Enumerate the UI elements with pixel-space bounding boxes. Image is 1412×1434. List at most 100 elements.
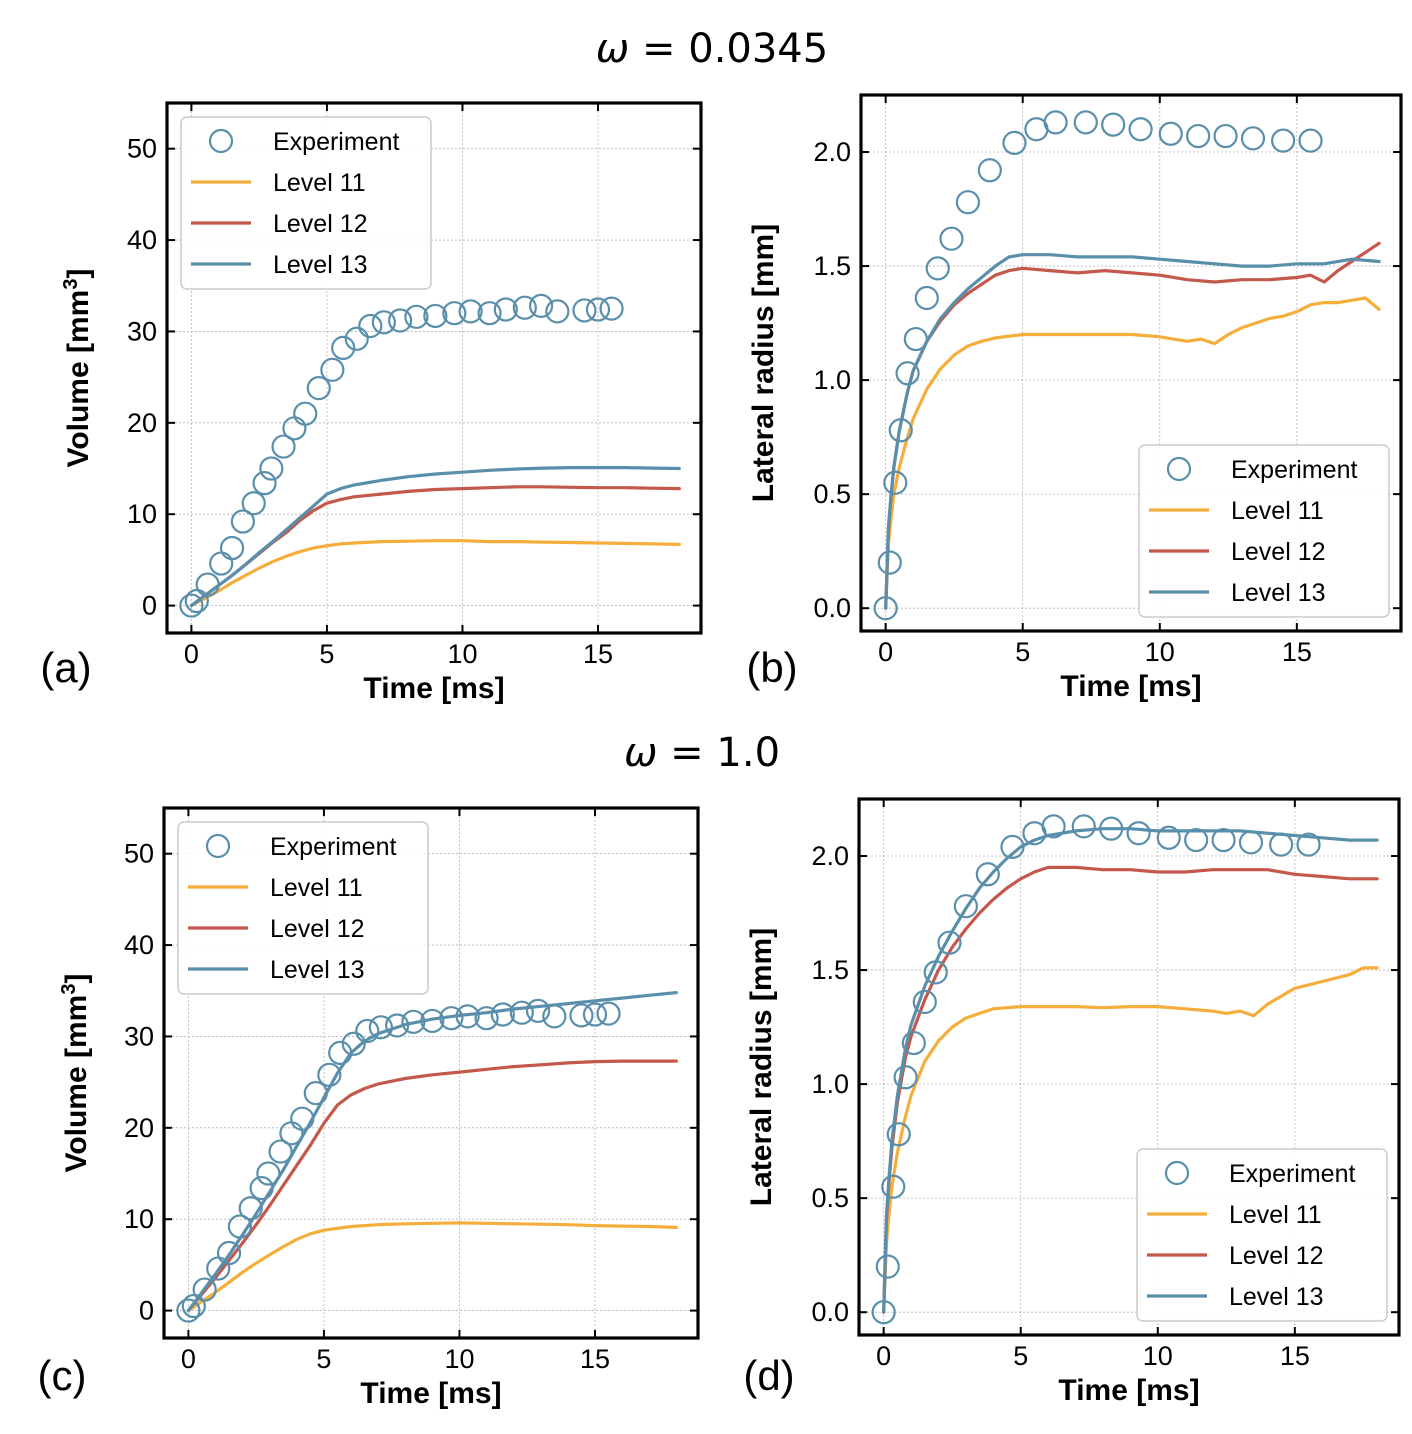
y-axis-label: Lateral radius [mm] <box>747 224 780 502</box>
legend-marker-experiment <box>1166 456 1192 482</box>
legend-label: Level 12 <box>1229 1242 1324 1270</box>
x-tick-label: 0 <box>878 637 893 667</box>
experiment-marker <box>455 1004 480 1029</box>
experiment-marker <box>569 1003 594 1028</box>
y-axis-label-main: Lateral radius [mm] <box>745 928 778 1206</box>
y-tick-label: 0.0 <box>811 1297 849 1327</box>
x-tick-label: 10 <box>1145 637 1175 667</box>
experiment-marker <box>368 1015 393 1040</box>
legend-box <box>177 821 429 995</box>
y-axis-label: Volume [mm3] <box>58 974 93 1173</box>
experiment-marker <box>195 572 220 597</box>
experiment-marker <box>903 326 928 352</box>
y-axis-label-close: ] <box>60 974 93 984</box>
axes-frame <box>857 797 1401 1337</box>
y-axis-label-main: Volume [mm <box>60 995 93 1173</box>
y-tick-label: 20 <box>124 1113 154 1143</box>
experiment-marker <box>886 1122 911 1147</box>
y-tick-label: 40 <box>127 225 157 255</box>
x-tick-label: 5 <box>316 1344 331 1374</box>
experiment-marker <box>1043 110 1068 135</box>
experiment-marker <box>901 1030 926 1056</box>
series-line-level-11 <box>882 966 1379 1314</box>
y-tick-label: 1.5 <box>813 251 851 281</box>
series-line-level-11 <box>189 539 681 608</box>
series-line-level-12 <box>186 1059 678 1313</box>
experiment-marker <box>572 298 597 323</box>
experiment-marker <box>192 1277 217 1302</box>
experiment-marker <box>401 1009 426 1034</box>
y-axis-label-main: Lateral radius [mm] <box>747 224 780 502</box>
experiment-marker <box>355 1018 380 1044</box>
y-tick-label: 30 <box>127 316 157 346</box>
experiment-marker <box>1269 832 1294 857</box>
x-tick-label: 15 <box>580 1344 610 1374</box>
experiment-marker <box>181 1293 206 1319</box>
omega-symbol: ω <box>596 26 630 72</box>
experiment-marker <box>512 295 537 320</box>
y-tick-label: 30 <box>124 1021 154 1051</box>
y-tick-label: 2.0 <box>813 137 851 167</box>
series-line-level-11 <box>186 1221 678 1313</box>
experiment-marker <box>320 357 345 382</box>
experiment-marker <box>914 285 939 311</box>
legend-box <box>180 116 432 290</box>
x-axis-label: Time [ms] <box>360 1377 501 1410</box>
experiment-marker <box>259 456 284 481</box>
y-axis-label: Volume [mm3] <box>60 269 95 468</box>
series-line-level-13 <box>186 991 678 1313</box>
series-line-level-13 <box>884 253 1381 610</box>
experiment-marker <box>873 596 898 621</box>
experiment-marker <box>271 434 296 459</box>
experiment-marker <box>596 1001 621 1026</box>
experiment-marker <box>923 960 948 985</box>
x-tick-label: 10 <box>444 1344 474 1374</box>
experiment-marker <box>937 930 962 955</box>
axes-frame <box>859 93 1403 633</box>
legend-label: Experiment <box>1231 456 1357 484</box>
experiment-marker <box>1156 825 1181 850</box>
plot-area <box>884 241 1381 610</box>
experiment-marker <box>279 1121 304 1146</box>
legend-marker-experiment <box>205 833 231 859</box>
omega-value: = 0.0345 <box>629 26 828 72</box>
experiment-marker <box>474 1006 499 1031</box>
experiment-marker <box>256 1161 281 1186</box>
experiment-marker <box>1000 834 1025 859</box>
x-tick-label: 10 <box>447 639 477 669</box>
panel-a: 0 5 10 15 0 10 20 30 40 50 Time [ms] Volume [mm3] (a… <box>40 101 703 705</box>
x-tick-label: 15 <box>583 639 613 669</box>
experiment-marker <box>477 301 502 326</box>
series-line-level-11 <box>884 296 1381 610</box>
legend-box <box>1138 444 1390 618</box>
legend-label: Level 12 <box>273 210 368 238</box>
plot-area <box>186 991 678 1313</box>
experiment-marker <box>241 491 266 516</box>
legend-label: Level 11 <box>1231 497 1324 525</box>
experiment-marker <box>1128 117 1153 142</box>
panel-label: (a) <box>40 644 91 691</box>
experiment-marker <box>1271 128 1296 153</box>
y-axis-label: Lateral radius [mm] <box>745 928 778 1206</box>
plot-area <box>189 466 681 608</box>
experiment-marker <box>1186 123 1211 149</box>
experiment-marker <box>268 1139 293 1164</box>
legend: Experiment Level 11 Level 12 Level 13 <box>180 116 432 290</box>
experiment-marker <box>1002 130 1027 155</box>
legend-label: Experiment <box>1229 1160 1355 1188</box>
legend-label: Level 13 <box>273 251 368 279</box>
legend-label: Level 11 <box>1229 1201 1322 1229</box>
y-tick-label: 0.5 <box>811 1183 849 1213</box>
y-tick-label: 10 <box>127 499 157 529</box>
experiment-marker <box>1240 126 1266 151</box>
x-tick-label: 10 <box>1143 1341 1173 1371</box>
axes-frame <box>165 101 703 635</box>
experiment-marker <box>1298 128 1323 153</box>
experiment-marker <box>509 1000 534 1025</box>
experiment-marker <box>358 313 383 339</box>
x-tick-label: 5 <box>1015 637 1030 667</box>
experiment-marker <box>599 296 624 321</box>
panel-label: (c) <box>38 1352 87 1399</box>
experiment-marker <box>883 470 908 495</box>
